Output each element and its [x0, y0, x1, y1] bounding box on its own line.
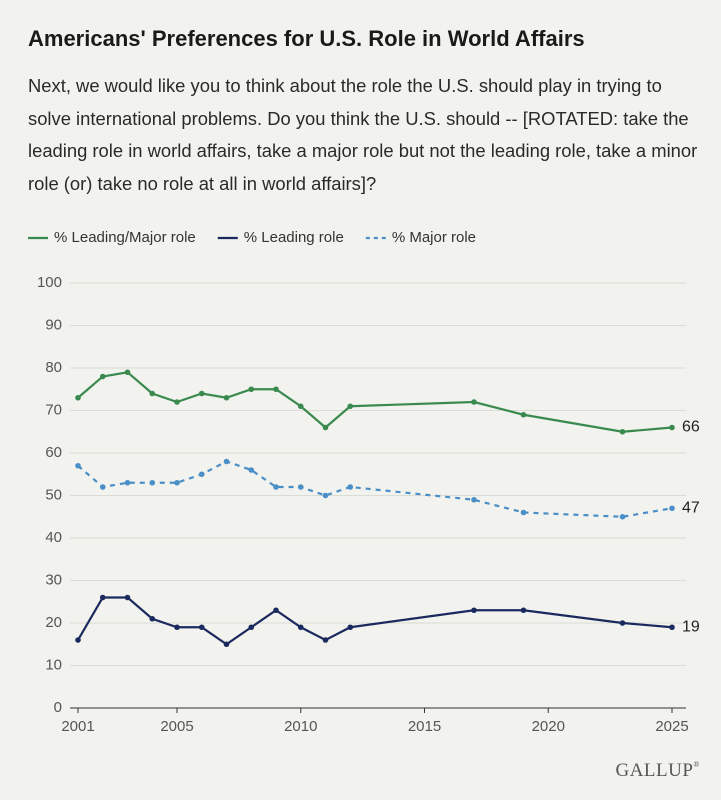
chart-title: Americans' Preferences for U.S. Role in … [28, 26, 585, 51]
data-point [99, 594, 106, 601]
y-tick-label: 70 [45, 401, 62, 418]
data-point [347, 403, 354, 410]
data-point [669, 624, 675, 631]
logo: GALLUP® [615, 760, 700, 782]
y-tick-label: 10 [45, 656, 62, 673]
data-point [471, 399, 477, 405]
y-tick-label: 80 [45, 359, 62, 376]
data-point [248, 386, 255, 393]
data-point [471, 496, 477, 503]
data-point [273, 386, 279, 393]
data-point [75, 637, 81, 643]
data-point [322, 492, 329, 499]
data-point [520, 607, 527, 614]
x-tick-label: 2025 [655, 718, 688, 735]
series-line [77, 596, 673, 646]
data-point [124, 594, 131, 601]
end-label: 19 [682, 618, 700, 635]
data-point [124, 369, 131, 376]
chart-subtitle: Next, we would like you to think about t… [28, 75, 698, 194]
y-tick-label: 30 [45, 571, 62, 588]
data-point [124, 479, 131, 486]
data-point [520, 411, 527, 418]
data-point [273, 484, 279, 490]
data-point [297, 403, 304, 410]
data-point [174, 624, 180, 631]
x-tick-label: 2020 [532, 718, 565, 735]
data-point [322, 637, 329, 643]
data-point [669, 505, 675, 512]
data-point [223, 641, 230, 648]
data-point [297, 484, 304, 490]
data-point [198, 390, 205, 397]
data-point [248, 624, 255, 631]
data-point [619, 620, 626, 626]
series-line [77, 460, 673, 518]
x-tick-label: 2005 [160, 718, 193, 735]
data-point [99, 373, 106, 380]
data-point [198, 624, 205, 631]
data-point [75, 394, 81, 401]
data-point [619, 513, 626, 520]
data-point [149, 615, 156, 622]
x-tick-label: 2015 [408, 718, 441, 735]
y-tick-label: 0 [54, 699, 62, 716]
y-tick-label: 20 [45, 614, 62, 631]
data-point [248, 467, 255, 473]
end-label: 66 [682, 419, 700, 436]
logo-mark: ® [693, 760, 700, 769]
data-point [520, 509, 527, 516]
y-tick-label: 60 [45, 444, 62, 461]
y-tick-label: 100 [37, 274, 62, 291]
data-point [75, 462, 81, 469]
y-tick-label: 50 [45, 486, 62, 503]
data-point [223, 394, 230, 401]
data-point [297, 624, 304, 631]
data-point [347, 484, 354, 490]
series-line [77, 371, 673, 433]
legend-label: % Major role [392, 229, 476, 246]
data-point [174, 479, 180, 486]
end-label: 47 [682, 499, 700, 516]
data-point [273, 607, 279, 614]
data-point [149, 390, 156, 397]
y-tick-label: 40 [45, 529, 62, 546]
data-point [149, 479, 156, 486]
data-point [322, 424, 329, 431]
data-point [347, 624, 354, 631]
legend-label: % Leading/Major role [54, 229, 196, 246]
data-point [174, 399, 180, 405]
data-point [223, 458, 230, 465]
legend-label: % Leading role [244, 229, 344, 246]
y-tick-label: 90 [45, 316, 62, 333]
data-point [99, 484, 106, 490]
data-point [198, 471, 205, 478]
x-tick-label: 2001 [61, 718, 94, 735]
x-tick-label: 2010 [284, 718, 317, 735]
logo-text: GALLUP [615, 760, 693, 781]
data-point [471, 607, 477, 614]
data-point [619, 428, 626, 435]
data-point [669, 424, 675, 431]
